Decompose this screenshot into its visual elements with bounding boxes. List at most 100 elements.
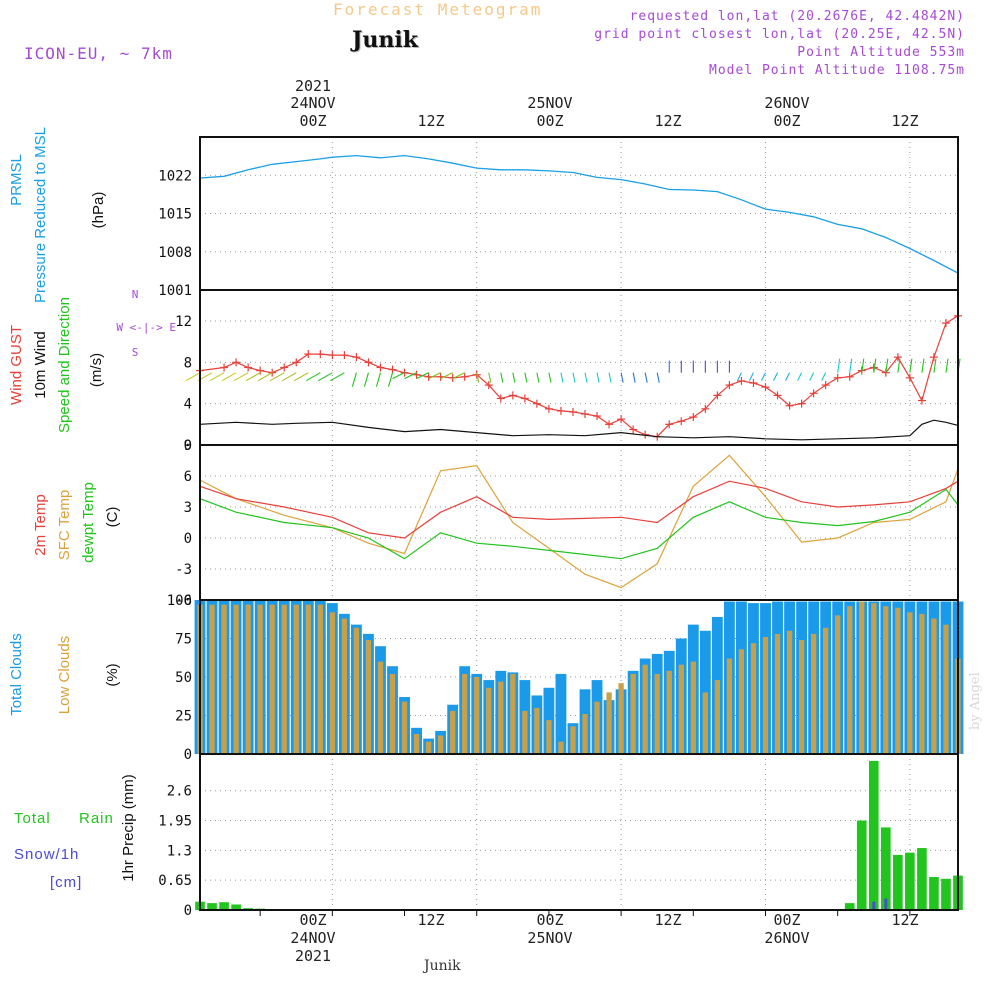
top-date-24nov: 24NOV	[290, 94, 336, 112]
wind-arrow	[797, 372, 803, 381]
wind-arrow	[861, 358, 865, 373]
point-altitude: Point Altitude 553m	[797, 45, 965, 60]
cloud-low-bar	[413, 733, 420, 754]
ytick-pressure-3: 1001	[158, 283, 192, 299]
gridpoint-coords: grid point closest lon,lat (20.25E, 42.5…	[594, 27, 965, 42]
bottom-tick-2: 00Z	[536, 911, 564, 929]
precip-rain-label: Rain	[79, 810, 114, 827]
bottom-tick-3: 12Z	[654, 911, 682, 929]
top-tick-4: 00Z	[773, 112, 801, 130]
cloud-low-bar	[425, 741, 432, 754]
top-date-26nov: 26NOV	[764, 94, 810, 112]
wind-arrow	[572, 372, 576, 383]
wind-arrow	[536, 372, 540, 383]
cloud-low-bar	[558, 741, 564, 754]
cloud-low-bar	[534, 707, 540, 754]
wind-arrow	[488, 372, 492, 383]
cloud-low-bar	[630, 673, 636, 754]
ytick-temp-1: 6	[184, 469, 192, 485]
ytick-temp-2: 3	[184, 500, 192, 516]
precip-rain-bar	[207, 903, 217, 910]
cloud-low-bar	[245, 604, 251, 754]
precip-snow-bar	[884, 898, 888, 910]
wind-arrow	[404, 372, 417, 380]
wind-arrow	[221, 372, 237, 382]
wind-arrow	[318, 372, 333, 382]
requested-coords: requested lon,lat (20.2676E, 42.4842N)	[629, 9, 965, 24]
top-tick-3: 12Z	[654, 112, 682, 130]
wind-arrow	[736, 372, 742, 381]
cloud-low-bar	[377, 661, 384, 754]
cloud-low-bar	[606, 692, 612, 754]
precip-rain-bar	[929, 876, 939, 910]
wind-arrow	[416, 372, 429, 380]
wind-arrow	[837, 358, 841, 373]
wind-arrow	[821, 372, 827, 381]
precip-total-label: Total	[14, 810, 51, 827]
wind-arrow	[608, 372, 612, 383]
wind-arrow	[632, 372, 636, 383]
precip-rain-bar	[219, 902, 229, 910]
wind-arrow	[269, 372, 285, 382]
cloud-low-bar	[666, 670, 672, 754]
cloud-low-bar	[823, 627, 829, 754]
bottom-tick-5: 12Z	[891, 911, 919, 929]
cloud-low-bar	[233, 604, 239, 754]
cloud-low-bar	[353, 627, 360, 754]
cloud-low-bar	[847, 606, 853, 754]
model-name: ICON-EU, ~ 7km	[24, 44, 173, 63]
wind-arrow	[933, 358, 937, 373]
ytick-temp-3: 0	[184, 531, 192, 547]
cloud-low-bar	[690, 661, 696, 754]
cloud-low-bar	[810, 633, 817, 754]
wind-arrow	[596, 372, 600, 383]
wind-arrow	[524, 372, 528, 383]
wind-arrow	[785, 372, 791, 381]
cloud-low-bar	[859, 601, 865, 754]
ytick-wind-3: 0	[184, 438, 192, 454]
wind-arrow	[500, 372, 504, 383]
wind-arrow	[584, 372, 588, 383]
cloud-low-bar	[883, 606, 889, 754]
ytick-precip-3: 0.65	[158, 873, 192, 889]
cloud-low-bar	[582, 713, 588, 754]
cloud-low-bar	[221, 604, 227, 754]
wind-arrow	[476, 372, 480, 383]
top-tick-0: 00Z	[299, 112, 327, 130]
top-tick-2: 00Z	[536, 112, 564, 130]
cloud-low-bar	[907, 612, 913, 754]
ytick-precip-1: 1.95	[158, 814, 192, 830]
wind-arrow	[245, 372, 261, 382]
wind-arrow	[885, 358, 889, 373]
ytick-pressure-1: 1015	[158, 207, 192, 223]
ytick-wind-2: 4	[184, 397, 192, 413]
bottom-tick-0: 00Z	[299, 911, 327, 929]
temp-sfc-line	[199, 454, 959, 589]
wind-arrow	[452, 372, 465, 380]
wind-arrow	[748, 372, 754, 381]
bottom-tick-4: 00Z	[773, 911, 801, 929]
cloud-low-bar	[437, 735, 444, 754]
cloud-low-bar	[750, 643, 757, 754]
cloud-low-bar	[329, 612, 335, 754]
ytick-clouds-3: 25	[175, 709, 192, 725]
wind-arrow	[761, 372, 766, 381]
cloud-low-bar	[798, 640, 805, 754]
wind-arrow	[873, 358, 877, 373]
ytick-temp-4: -3	[175, 562, 192, 578]
wind-arrow	[440, 372, 453, 380]
product-title: Forecast Meteogram	[333, 0, 543, 19]
footer-station: Junik	[424, 958, 461, 974]
precip-rain-bar	[893, 854, 903, 910]
cloud-low-bar	[919, 613, 925, 754]
precip-rain-bar	[844, 903, 855, 910]
wind-arrow	[387, 372, 394, 387]
ytick-precip-2: 1.3	[167, 843, 192, 859]
cloud-low-bar	[714, 680, 721, 754]
ytick-wind-0: 12	[175, 314, 192, 330]
cloud-low-bar	[510, 673, 516, 754]
temp-2m-line	[199, 480, 959, 539]
ytick-temp-5: -6	[175, 593, 192, 609]
ytick-temp-0: 9	[184, 438, 192, 454]
